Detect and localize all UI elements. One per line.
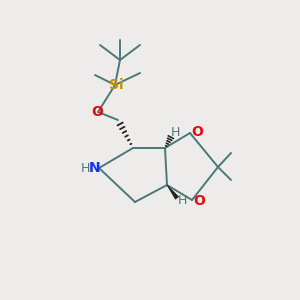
Text: O: O <box>193 194 205 208</box>
Text: H: H <box>81 161 90 175</box>
Text: N: N <box>88 161 100 175</box>
Polygon shape <box>167 185 178 199</box>
Text: H: H <box>177 194 187 206</box>
Text: O: O <box>191 125 203 139</box>
Text: Si: Si <box>109 78 123 92</box>
Text: H: H <box>170 127 180 140</box>
Text: O: O <box>91 105 103 119</box>
